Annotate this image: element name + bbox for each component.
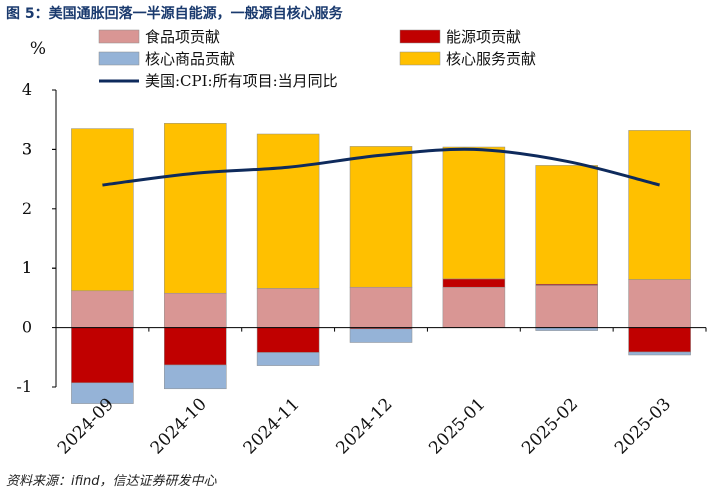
bar-2024-11-s1: [256, 327, 320, 353]
y-tick-label: 1: [22, 258, 32, 277]
legend-label-2: 核心商品贡献: [145, 50, 235, 68]
bar-2025-03-s0: [628, 279, 691, 328]
bar-2024-11-s0: [256, 288, 320, 328]
bar-2025-03-s2: [628, 351, 691, 356]
y-tick-label: 0: [22, 318, 32, 337]
bar-2024-10-s0: [164, 292, 227, 328]
x-tick-label: 2025-03: [611, 394, 675, 458]
bar-2024-12-s0: [349, 286, 413, 328]
bar-2025-01-s0: [442, 286, 506, 328]
bar-2024-09-s3: [71, 128, 134, 292]
y-tick-label: 3: [22, 139, 32, 158]
bar-2024-11-s3: [256, 133, 320, 289]
x-tick-label: 2024-11: [240, 394, 304, 458]
bar-2024-12-s2: [349, 328, 413, 343]
y-tick-label: 4: [22, 80, 32, 99]
x-tick-label: 2025-01: [425, 394, 489, 458]
x-tick-label: 2024-09: [54, 394, 118, 458]
legend-swatch-0: [98, 29, 140, 44]
bar-2025-03-s3: [628, 130, 691, 280]
bar-2024-10-s2: [164, 364, 227, 390]
legend-swatch-1: [399, 29, 441, 44]
x-tick-label: 2024-10: [147, 394, 211, 458]
bar-2025-01-s1: [442, 278, 506, 288]
bar-2025-03-s1: [628, 327, 691, 353]
legend-label-1: 能源项贡献: [446, 28, 521, 46]
legend-swatch-2: [98, 51, 140, 66]
legend-label-line: 美国:CPI:所有项目:当月同比: [145, 72, 338, 90]
bar-2024-09-s1: [71, 327, 134, 384]
bar-2024-09-s2: [71, 382, 134, 404]
y-tick-label: 3: [22, 139, 32, 158]
figure-title: 图 5：美国通胀回落一半源自能源，一般源自核心服务: [6, 6, 343, 22]
bar-2025-02-s3: [535, 165, 598, 285]
cpi-line: [102, 147, 660, 187]
bar-2025-01-s3: [442, 146, 506, 280]
bar-2025-02-s0: [535, 285, 598, 328]
bar-2024-10-s1: [164, 327, 227, 366]
bar-2024-09-s0: [71, 290, 134, 328]
bar-2024-12-s3: [349, 146, 413, 288]
legend-label-3: 核心服务贡献: [446, 50, 536, 68]
bar-2024-11-s2: [256, 352, 320, 366]
x-tick-label: 2025-02: [518, 394, 582, 458]
legend-swatch-3: [399, 51, 441, 66]
source-note: 资料来源：ifind，信达证券研发中心: [6, 474, 217, 489]
x-tick-label: 2024-12: [332, 394, 396, 458]
legend-label-0: 食品项贡献: [145, 28, 220, 46]
bar-2024-10-s3: [164, 123, 227, 294]
y-tick-label: 1: [22, 258, 32, 277]
y-tick-label: 2: [22, 199, 32, 218]
y-unit-label: %: [30, 39, 46, 59]
y-tick-label: -1: [16, 377, 32, 396]
